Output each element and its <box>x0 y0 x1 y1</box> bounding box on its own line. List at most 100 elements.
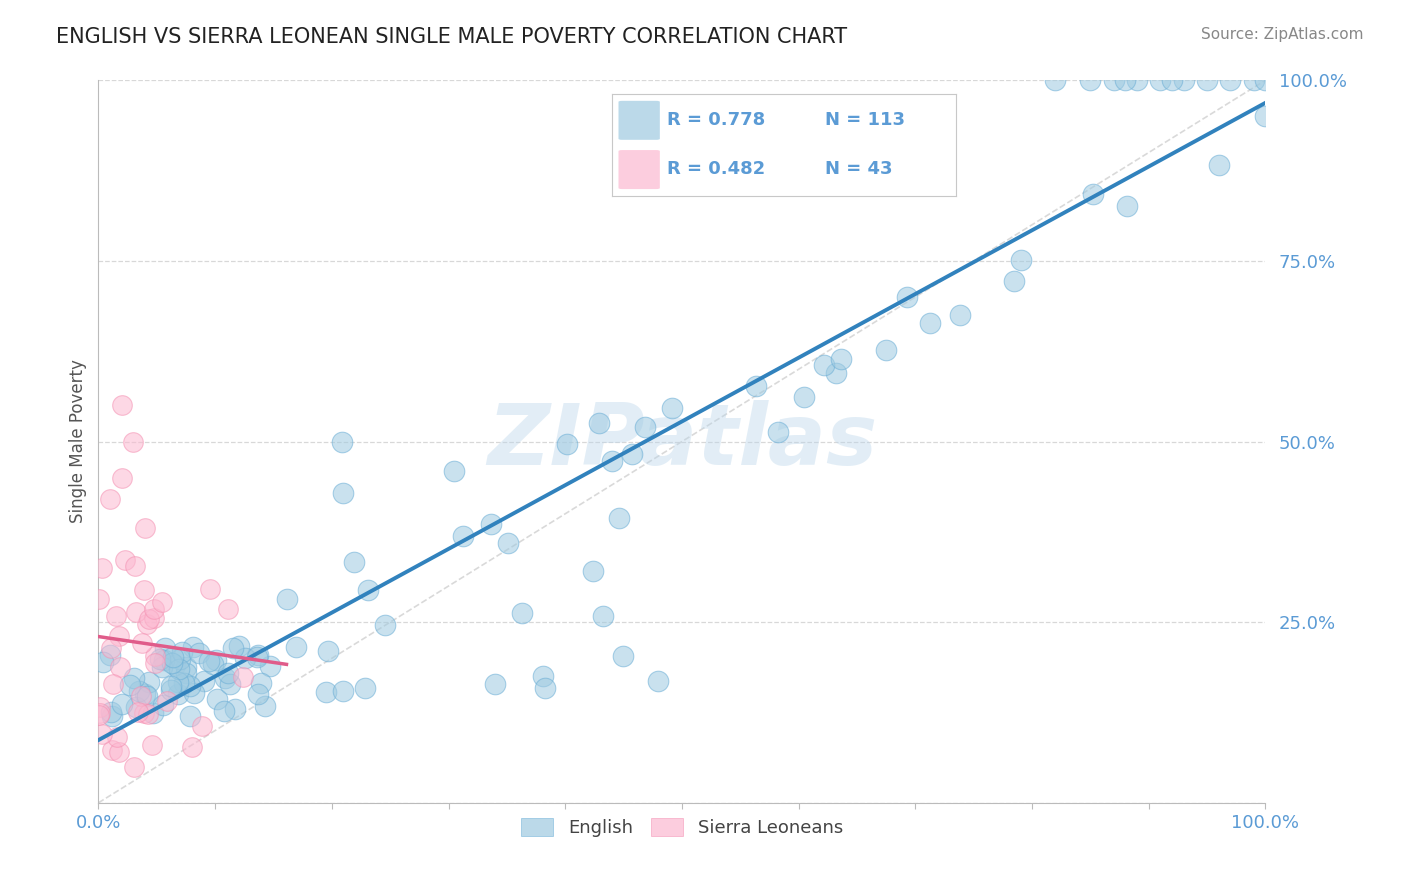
Point <box>1243 73 1265 87</box>
Point <box>1219 73 1241 87</box>
Point <box>896 290 918 304</box>
Point <box>228 640 250 654</box>
Point <box>138 612 160 626</box>
Point <box>149 651 172 665</box>
Point <box>134 687 156 701</box>
Point <box>620 447 643 461</box>
Point <box>496 535 519 549</box>
Point <box>531 669 554 683</box>
Point <box>555 437 578 451</box>
Point <box>233 651 256 665</box>
Point <box>91 727 114 741</box>
Point <box>918 316 941 330</box>
Point <box>253 699 276 714</box>
Point <box>169 651 191 665</box>
Point <box>124 671 146 685</box>
FancyBboxPatch shape <box>619 150 659 189</box>
Point <box>107 629 129 643</box>
Point <box>1254 73 1277 87</box>
Point <box>198 654 221 668</box>
Point <box>343 555 366 569</box>
Point <box>156 694 179 708</box>
Point <box>100 705 122 719</box>
Point <box>354 681 377 695</box>
Point <box>127 705 149 719</box>
Point <box>166 674 188 689</box>
Point <box>98 648 121 662</box>
Point <box>162 657 184 671</box>
Point <box>143 656 166 670</box>
Point <box>114 552 136 566</box>
Point <box>90 560 112 574</box>
Point <box>138 706 160 721</box>
Point <box>111 697 134 711</box>
Point <box>124 558 146 573</box>
Point <box>647 674 669 689</box>
Point <box>174 659 197 673</box>
Text: R = 0.778: R = 0.778 <box>666 112 765 129</box>
Point <box>1161 73 1184 87</box>
Point <box>174 666 197 681</box>
Point <box>129 690 152 704</box>
Point <box>179 708 201 723</box>
Point <box>285 640 308 654</box>
Point <box>108 745 131 759</box>
Point <box>830 351 852 366</box>
Point <box>87 592 110 607</box>
Point <box>824 366 846 380</box>
Point <box>1114 73 1136 87</box>
Point <box>152 698 174 713</box>
Point <box>160 679 183 693</box>
Point <box>330 435 353 450</box>
Point <box>122 434 145 449</box>
Point <box>949 309 972 323</box>
Point <box>1010 252 1032 267</box>
Point <box>181 740 204 755</box>
Point <box>661 401 683 415</box>
Point <box>134 521 156 535</box>
Point <box>142 601 165 615</box>
Point <box>152 660 174 674</box>
Point <box>87 708 110 723</box>
Point <box>224 702 246 716</box>
Point <box>214 671 236 685</box>
Point <box>132 706 155 720</box>
Point <box>103 677 125 691</box>
Point <box>600 454 623 468</box>
Point <box>143 649 166 664</box>
Point <box>1002 273 1025 287</box>
Point <box>374 617 396 632</box>
Point <box>443 465 465 479</box>
Point <box>111 470 134 484</box>
Point <box>183 686 205 700</box>
Point <box>142 611 165 625</box>
Point <box>193 673 215 688</box>
Text: N = 43: N = 43 <box>825 160 893 178</box>
Point <box>165 657 187 672</box>
Point <box>128 684 150 698</box>
Point <box>150 595 173 609</box>
Point <box>179 679 201 693</box>
Point <box>98 492 121 507</box>
Point <box>534 681 557 695</box>
Point <box>138 675 160 690</box>
Point <box>1149 73 1171 87</box>
Point <box>1102 73 1125 87</box>
Point <box>246 648 269 663</box>
Point <box>159 683 181 698</box>
Point <box>259 658 281 673</box>
Point <box>484 677 506 691</box>
Point <box>582 564 605 578</box>
Point <box>246 650 269 665</box>
Point <box>218 677 240 691</box>
FancyBboxPatch shape <box>619 101 659 140</box>
Point <box>111 398 134 412</box>
Point <box>451 528 474 542</box>
Point <box>202 657 225 672</box>
Point <box>250 675 273 690</box>
Point <box>91 656 114 670</box>
Y-axis label: Single Male Poverty: Single Male Poverty <box>69 359 87 524</box>
Point <box>100 640 122 655</box>
Point <box>122 759 145 773</box>
Point <box>191 719 214 733</box>
